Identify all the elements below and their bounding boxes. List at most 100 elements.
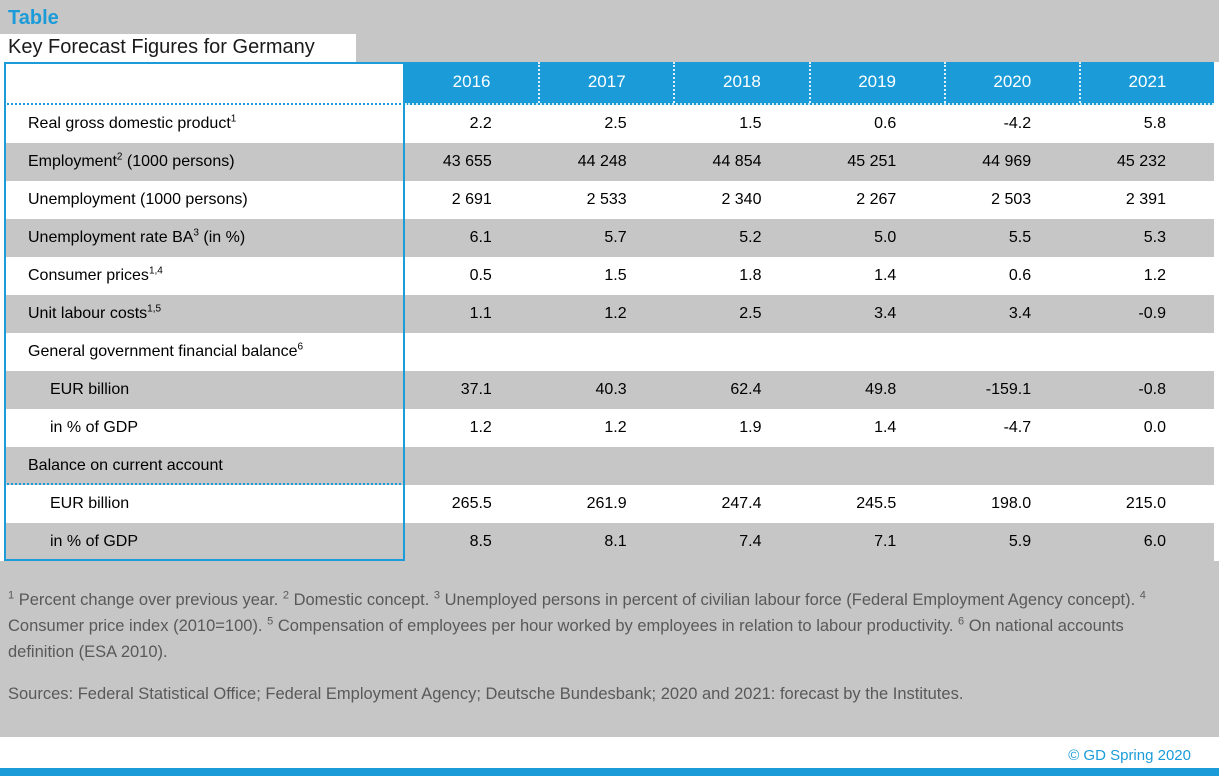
table-row: in % of GDP 8.5 8.1 7.4 7.1 5.9 6.0 — [4, 523, 1214, 561]
table-cell — [944, 447, 1079, 485]
table-row: EUR billion 265.5 261.9 247.4 245.5 198.0 215.… — [4, 485, 1214, 523]
row-label: Unemployment rate BA3 (in %) — [4, 219, 405, 257]
table-cell: 6.0 — [1143, 533, 1166, 550]
table-cell: 1.5 — [604, 267, 627, 284]
table-cell: 44 248 — [577, 153, 627, 170]
table-cell: 1.4 — [874, 267, 897, 284]
copyright-label: © GD Spring 2020 — [1068, 747, 1191, 764]
footnote-text: Percent change over previous year. — [14, 591, 283, 609]
subtitle-background — [0, 34, 356, 62]
table-cell: 1.2 — [604, 419, 627, 436]
table-cell: 1.5 — [739, 115, 762, 132]
page-title: Key Forecast Figures for Germany — [8, 36, 315, 58]
table-cell: 2.5 — [604, 115, 627, 132]
table-cell: 0.6 — [874, 115, 897, 132]
table-cell: 2 391 — [1125, 191, 1166, 208]
table-cell: 45 232 — [1117, 153, 1166, 170]
table-cell: 0.5 — [469, 267, 492, 284]
column-header-2018: 2018 — [673, 62, 808, 103]
table-cell: 245.5 — [856, 495, 897, 512]
table-cell: -159.1 — [985, 381, 1032, 398]
table-cell: 5.5 — [1008, 229, 1032, 246]
footnote-reference: 1,5 — [147, 303, 162, 315]
table-cell: 2 533 — [586, 191, 627, 208]
table-cell: 3.4 — [1008, 305, 1032, 322]
table-body: Real gross domestic product1 2.2 2.5 1.5 0.6… — [4, 105, 1214, 561]
row-label: Unemployment (1000 persons) — [4, 181, 405, 219]
table-row: Unit labour costs1,5 1.1 1.2 2.5 3.4 3.4 -0.9 — [4, 295, 1214, 333]
table-cell: 2 691 — [451, 191, 492, 208]
table-cell: 5.3 — [1143, 229, 1166, 246]
table-cell — [1079, 333, 1214, 371]
row-label: Real gross domestic product1 — [4, 105, 405, 143]
table-cell — [405, 447, 540, 485]
row-label: Unit labour costs1,5 — [4, 295, 405, 333]
table-cell: 1.8 — [739, 267, 762, 284]
table-cell: 3.4 — [874, 305, 897, 322]
column-header-2020: 2020 — [943, 62, 1079, 103]
table-cell: 2.2 — [469, 115, 492, 132]
table-row: Employment2 (1000 persons) 43 655 44 248 44… — [4, 143, 1214, 181]
table-cell: -0.9 — [1138, 305, 1166, 322]
table-row: in % of GDP 1.2 1.2 1.9 1.4 -4.7 0.0 — [4, 409, 1214, 447]
table-cell — [1079, 447, 1214, 485]
row-label: in % of GDP — [4, 523, 405, 561]
table-cell: 265.5 — [451, 495, 492, 512]
table-cell: 37.1 — [460, 381, 492, 398]
table-cell: 5.2 — [739, 229, 762, 246]
table-cell — [675, 447, 810, 485]
footnote-text: Consumer price index (2010=100). — [8, 617, 268, 635]
table-cell: 5.0 — [874, 229, 897, 246]
row-label: in % of GDP — [4, 409, 405, 447]
footnote-text: Unemployed persons in percent of civilia… — [440, 591, 1140, 609]
table-cell: 44 854 — [712, 153, 762, 170]
table-cell — [809, 333, 944, 371]
row-label: Employment2 (1000 persons) — [4, 143, 405, 181]
forecast-table: 2016 2017 2018 2019 2020 2021 Real gross dome… — [4, 62, 1214, 561]
table-cell: 44 969 — [982, 153, 1032, 170]
footnote-text: Compensation of employees per hour worke… — [273, 617, 959, 635]
table-cell: 7.1 — [874, 533, 897, 550]
table-cell — [540, 447, 675, 485]
table-cell: 198.0 — [991, 495, 1032, 512]
table-header-row: 2016 2017 2018 2019 2020 2021 — [4, 62, 1214, 105]
table-row: Unemployment rate BA3 (in %) 6.1 5.7 5.2 5.0… — [4, 219, 1214, 257]
row-label: Consumer prices1,4 — [4, 257, 405, 295]
table-cell: 40.3 — [595, 381, 627, 398]
footnote-reference: 6 — [297, 341, 304, 353]
table-cell: 8.5 — [469, 533, 492, 550]
bottom-gray-band: 1 Percent change over previous year. 2 D… — [0, 561, 1219, 737]
row-label: EUR billion — [4, 371, 405, 409]
table-cell: 5.8 — [1143, 115, 1166, 132]
table-cell — [809, 447, 944, 485]
sources-line: Sources: Federal Statistical Office; Fed… — [8, 685, 964, 703]
table-cell: 1.1 — [469, 305, 492, 322]
table-cell: 247.4 — [721, 495, 762, 512]
table-cell: 7.4 — [739, 533, 762, 550]
table-cell — [540, 333, 675, 371]
table-cell: 2 503 — [991, 191, 1032, 208]
table-cell: 6.1 — [469, 229, 492, 246]
table-cell: 2 267 — [856, 191, 897, 208]
footnote-reference: 2 — [116, 151, 123, 163]
table-cell: 1.2 — [604, 305, 627, 322]
table-cell: 0.0 — [1143, 419, 1166, 436]
table-cell: 5.7 — [604, 229, 627, 246]
table-cell — [405, 333, 540, 371]
column-header-2021: 2021 — [1078, 62, 1214, 103]
table-cell: 2 340 — [721, 191, 762, 208]
table-cell: 5.9 — [1008, 533, 1032, 550]
table-cell: -0.8 — [1138, 381, 1166, 398]
table-cell: 215.0 — [1125, 495, 1166, 512]
footnote-number: 2 — [282, 589, 289, 602]
row-label: EUR billion — [4, 485, 405, 523]
table-row: Consumer prices1,4 0.5 1.5 1.8 1.4 0.6 1.2 — [4, 257, 1214, 295]
footnote-text: Domestic concept. — [289, 591, 434, 609]
footnote-number: 4 — [1139, 589, 1146, 602]
table-cell: 2.5 — [739, 305, 762, 322]
table-cell: 43 655 — [442, 153, 492, 170]
footnote-text: On national accounts definition (ESA 201… — [8, 617, 1124, 661]
table-kicker: Table — [8, 7, 59, 29]
footnote-number: 5 — [267, 615, 274, 628]
footnote-reference: 1,4 — [148, 265, 163, 277]
